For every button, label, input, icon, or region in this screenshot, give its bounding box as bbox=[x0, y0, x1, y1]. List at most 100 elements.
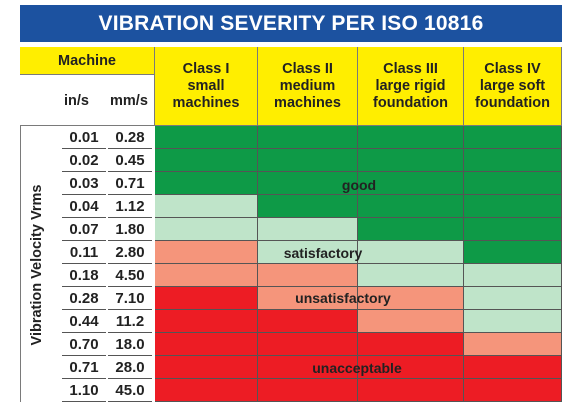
severity-cell-unsatisfactory bbox=[258, 264, 358, 287]
axis-divider bbox=[20, 126, 21, 402]
value-mm-s: 45.0 bbox=[108, 379, 152, 402]
unit-in-s-header: in/s bbox=[64, 93, 89, 109]
class-i-header: Class I small machines bbox=[155, 47, 258, 126]
class-iii-header: Class III large rigid foundation bbox=[358, 47, 464, 126]
value-in-s: 0.11 bbox=[62, 241, 106, 264]
severity-cell-satisfactory bbox=[464, 287, 562, 310]
class-ii-header: Class II medium machines bbox=[258, 47, 358, 126]
severity-cell-good bbox=[155, 149, 258, 172]
machine-header: Machine bbox=[20, 47, 155, 75]
severity-cell-unacceptable bbox=[258, 379, 358, 402]
severity-cell-good bbox=[464, 218, 562, 241]
severity-table: Machine in/s mm/s Class I small machines… bbox=[20, 47, 562, 404]
class-desc-line2: foundation bbox=[373, 94, 448, 111]
severity-cell-unacceptable bbox=[464, 379, 562, 402]
value-in-s: 0.28 bbox=[62, 287, 106, 310]
severity-cell-unacceptable bbox=[155, 356, 258, 379]
severity-cell-good bbox=[464, 241, 562, 264]
severity-cell-good bbox=[258, 149, 358, 172]
chart-title: VIBRATION SEVERITY PER ISO 10816 bbox=[20, 5, 562, 42]
severity-cell-unsatisfactory bbox=[358, 310, 464, 333]
severity-cell-unacceptable bbox=[358, 379, 464, 402]
value-mm-s: 11.2 bbox=[108, 310, 152, 333]
severity-cell-satisfactory bbox=[358, 264, 464, 287]
value-mm-s: 2.80 bbox=[108, 241, 152, 264]
value-mm-s: 0.28 bbox=[108, 126, 152, 149]
severity-cell-unacceptable bbox=[258, 310, 358, 333]
zone-label-good: good bbox=[341, 177, 377, 193]
class-desc-line2: machines bbox=[274, 94, 341, 111]
value-in-s: 0.03 bbox=[62, 172, 106, 195]
value-in-s: 0.70 bbox=[62, 333, 106, 356]
severity-cell-unsatisfactory bbox=[358, 287, 464, 310]
severity-cell-good bbox=[464, 149, 562, 172]
value-in-s: 0.71 bbox=[62, 356, 106, 379]
class-desc-line2: foundation bbox=[475, 94, 550, 111]
severity-cell-satisfactory bbox=[155, 218, 258, 241]
value-mm-s: 1.80 bbox=[108, 218, 152, 241]
class-name: Class I bbox=[182, 60, 230, 77]
severity-cell-good bbox=[464, 126, 562, 149]
class-desc-line1: medium bbox=[279, 77, 336, 94]
severity-cell-unacceptable bbox=[155, 287, 258, 310]
zone-label-satisfactory: satisfactory bbox=[283, 245, 363, 261]
class-name: Class III bbox=[383, 60, 438, 77]
severity-cell-unacceptable bbox=[155, 379, 258, 402]
severity-cell-good bbox=[155, 172, 258, 195]
value-mm-s: 0.45 bbox=[108, 149, 152, 172]
severity-cell-good bbox=[358, 172, 464, 195]
severity-cell-good bbox=[358, 195, 464, 218]
severity-cell-good bbox=[258, 126, 358, 149]
value-in-s: 0.18 bbox=[62, 264, 106, 287]
severity-cell-unacceptable bbox=[358, 356, 464, 379]
zone-label-unacceptable: unacceptable bbox=[312, 360, 402, 376]
severity-cell-good bbox=[258, 195, 358, 218]
value-mm-s: 4.50 bbox=[108, 264, 152, 287]
value-in-s: 0.07 bbox=[62, 218, 106, 241]
severity-cell-unsatisfactory bbox=[464, 333, 562, 356]
zone-label-unsatisfactory: unsatisfactory bbox=[295, 290, 391, 306]
severity-cell-unacceptable bbox=[155, 310, 258, 333]
class-name: Class IV bbox=[484, 60, 541, 77]
severity-cell-satisfactory bbox=[258, 218, 358, 241]
severity-cell-satisfactory bbox=[464, 310, 562, 333]
value-in-s: 0.01 bbox=[62, 126, 106, 149]
severity-cell-good bbox=[258, 172, 358, 195]
severity-cell-unsatisfactory bbox=[258, 287, 358, 310]
severity-cell-satisfactory bbox=[155, 195, 258, 218]
class-desc-line1: small bbox=[187, 77, 225, 94]
severity-cell-unacceptable bbox=[464, 356, 562, 379]
severity-cell-unacceptable bbox=[358, 333, 464, 356]
value-mm-s: 7.10 bbox=[108, 287, 152, 310]
severity-cell-unacceptable bbox=[155, 333, 258, 356]
class-iv-header: Class IV large soft foundation bbox=[464, 47, 562, 126]
severity-cell-satisfactory bbox=[258, 241, 358, 264]
severity-cell-good bbox=[464, 195, 562, 218]
severity-cell-good bbox=[155, 126, 258, 149]
severity-cell-unacceptable bbox=[258, 333, 358, 356]
class-desc-line2: machines bbox=[172, 94, 240, 111]
severity-cell-satisfactory bbox=[464, 264, 562, 287]
severity-cell-unsatisfactory bbox=[155, 264, 258, 287]
value-mm-s: 1.12 bbox=[108, 195, 152, 218]
class-desc-line1: large soft bbox=[479, 77, 546, 94]
class-desc-line1: large rigid bbox=[375, 77, 446, 94]
class-name: Class II bbox=[282, 60, 333, 77]
value-mm-s: 18.0 bbox=[108, 333, 152, 356]
units-header-cell: in/s mm/s bbox=[20, 75, 155, 126]
severity-cell-good bbox=[464, 172, 562, 195]
value-in-s: 0.04 bbox=[62, 195, 106, 218]
severity-cell-good bbox=[358, 218, 464, 241]
value-in-s: 1.10 bbox=[62, 379, 106, 402]
unit-mm-s-header: mm/s bbox=[110, 93, 148, 109]
severity-cell-unsatisfactory bbox=[155, 241, 258, 264]
severity-cell-good bbox=[358, 149, 464, 172]
severity-cell-satisfactory bbox=[358, 241, 464, 264]
severity-cell-unacceptable bbox=[258, 356, 358, 379]
value-in-s: 0.44 bbox=[62, 310, 106, 333]
y-axis-label: Vibration Velocity Vrms bbox=[29, 184, 45, 346]
value-mm-s: 0.71 bbox=[108, 172, 152, 195]
value-mm-s: 28.0 bbox=[108, 356, 152, 379]
severity-cell-good bbox=[358, 126, 464, 149]
value-in-s: 0.02 bbox=[62, 149, 106, 172]
